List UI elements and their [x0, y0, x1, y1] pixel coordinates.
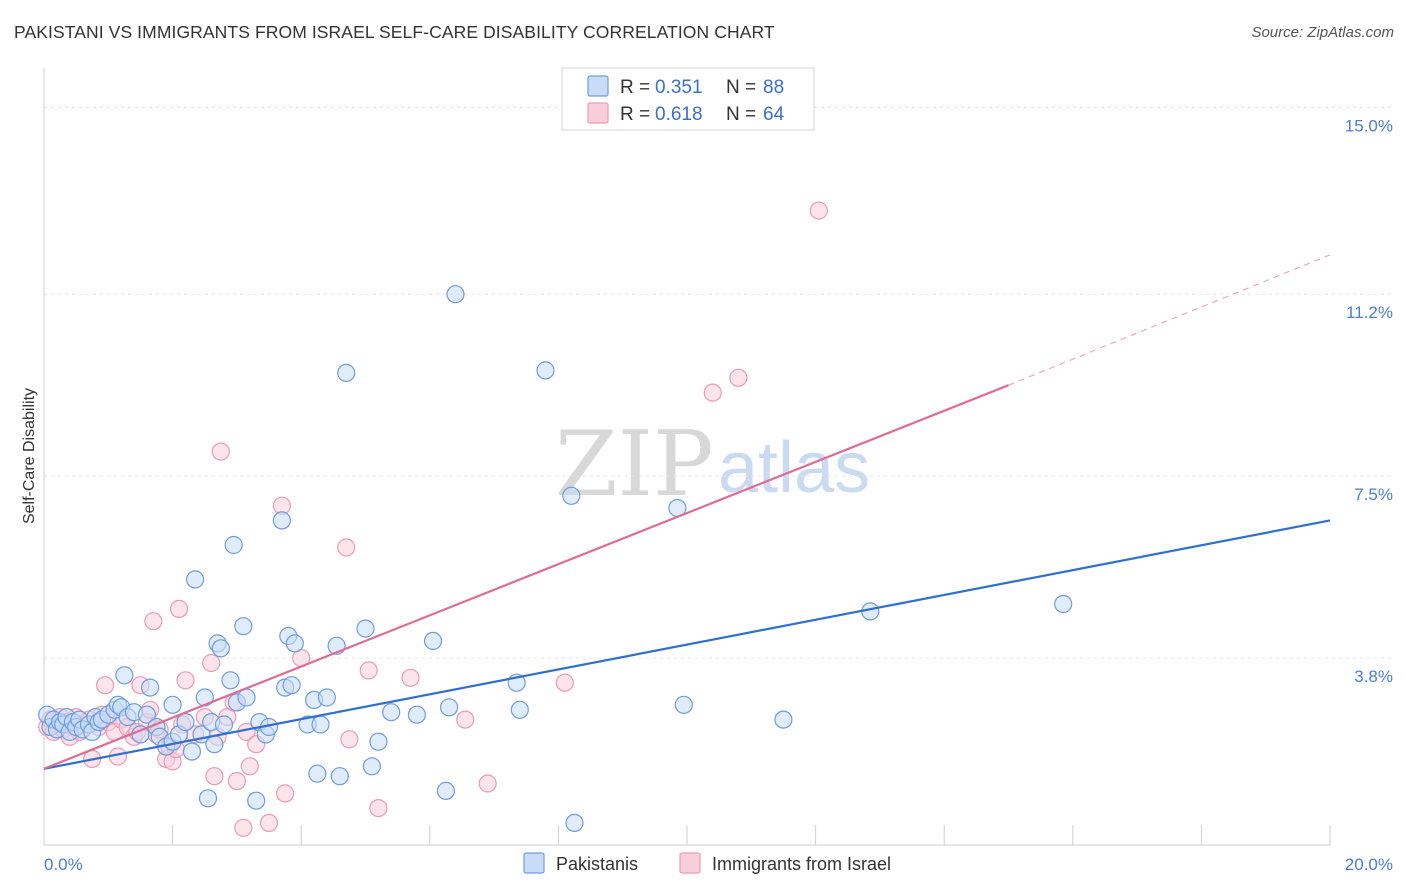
- scatter-point: [198, 789, 218, 808]
- scatter-point: [356, 619, 375, 638]
- series-legend-label-israel: Immigrants from Israel: [712, 854, 891, 874]
- scatter-point: [240, 757, 259, 776]
- scatter-point: [1054, 594, 1073, 614]
- scatter-point: [565, 813, 584, 833]
- scatter-point: [169, 599, 189, 619]
- scatter-point: [456, 710, 475, 729]
- scatter-point: [141, 678, 160, 697]
- y-tick-label: 15.0%: [1345, 116, 1393, 135]
- scatter-point: [337, 363, 356, 382]
- scatter-point: [182, 742, 201, 761]
- series-legend-label-pakistanis: Pakistanis: [556, 854, 638, 874]
- scatter-point: [247, 791, 266, 810]
- legend-n-label-israel: N =: [726, 104, 756, 125]
- scatter-point: [407, 705, 426, 724]
- scatter-point: [369, 798, 388, 818]
- scatter-point: [163, 695, 182, 714]
- scatter-point: [285, 634, 304, 653]
- scatter-point: [330, 767, 349, 786]
- x-axis-ticks: [43, 825, 1331, 845]
- scatter-point: [176, 671, 195, 690]
- y-tick-label: 3.8%: [1354, 667, 1393, 686]
- scatter-point: [674, 695, 693, 714]
- scatter-point: [205, 767, 224, 786]
- scatter-point: [211, 639, 230, 658]
- y-axis-title: Self-Care Disability: [21, 388, 38, 524]
- scatter-point: [362, 757, 381, 776]
- series-legend: Pakistanis Immigrants from Israel: [523, 852, 891, 874]
- watermark-zip: ZIP: [555, 412, 714, 517]
- scatter-point: [308, 764, 327, 783]
- watermark-atlas: atlas: [718, 428, 870, 508]
- trendlines: [43, 254, 1331, 770]
- scatter-point: [340, 730, 359, 749]
- scatter-point: [382, 703, 401, 722]
- trendline-pakistanis: [43, 519, 1331, 770]
- scatter-point: [562, 486, 581, 505]
- scatter-point: [95, 676, 115, 695]
- scatter-point: [317, 688, 336, 707]
- scatter-point: [809, 201, 828, 220]
- scatter-point: [446, 285, 465, 304]
- legend-r-label-israel: R =: [620, 104, 650, 125]
- scatter-point: [359, 661, 378, 680]
- scatter-point: [369, 732, 388, 751]
- scatter-point: [176, 712, 195, 732]
- scatter-point: [234, 818, 253, 837]
- scatter-point: [510, 700, 529, 719]
- scatter-point: [214, 715, 234, 734]
- legend-swatch-israel: [587, 102, 609, 124]
- chart-title: PAKISTANI VS IMMIGRANTS FROM ISRAEL SELF…: [14, 22, 775, 42]
- trendline-israel: [43, 384, 1009, 770]
- scatter-point: [282, 676, 301, 695]
- scatter-point: [211, 442, 230, 461]
- trendline-israel-extension: [1008, 254, 1331, 386]
- gridlines: [44, 106, 1394, 659]
- scatter-point: [276, 784, 295, 803]
- scatter-point: [259, 813, 279, 833]
- scatter-point: [115, 666, 134, 685]
- scatter-point: [272, 511, 291, 530]
- legend-n-label-pakistanis: N =: [726, 77, 756, 98]
- scatter-point: [729, 368, 748, 387]
- pakistanis-points: [38, 285, 1073, 833]
- scatter-point: [440, 698, 459, 717]
- scatter-point: [224, 535, 243, 555]
- series-legend-swatch-pakistanis: [523, 852, 545, 874]
- scatter-point: [221, 671, 240, 690]
- scatter-point: [144, 612, 163, 631]
- scatter-point: [555, 673, 574, 692]
- scatter-point: [401, 668, 420, 687]
- scatter-point: [311, 715, 330, 734]
- scatter-point: [436, 781, 455, 801]
- legend-n-value-pakistanis: 88: [763, 77, 784, 98]
- x-tick-label-min: 0.0%: [44, 855, 83, 874]
- scatter-point: [703, 383, 722, 402]
- legend-swatch-pakistanis: [587, 75, 609, 97]
- watermark: ZIP atlas: [555, 412, 870, 517]
- y-tick-label: 11.2%: [1346, 303, 1393, 322]
- scatter-point: [478, 774, 497, 793]
- correlation-legend: R = 0.351 N = 88 R = 0.618 N = 64: [561, 67, 815, 131]
- scatter-point: [202, 653, 221, 673]
- scatter-point: [774, 710, 793, 729]
- source-label: Source: ZipAtlas.com: [1251, 24, 1394, 41]
- legend-r-value-israel: 0.618: [655, 104, 703, 125]
- scatter-point: [227, 771, 246, 791]
- scatter-point: [205, 735, 224, 754]
- x-tick-label-max: 20.0%: [1345, 855, 1393, 874]
- scatter-point: [137, 705, 156, 724]
- y-axis-tick-labels: 3.8% 7.5% 11.2% 15.0%: [1345, 116, 1393, 686]
- scatter-point: [423, 631, 443, 651]
- scatter-point: [186, 570, 205, 589]
- scatter-point: [337, 538, 356, 557]
- series-legend-swatch-israel: [679, 852, 701, 874]
- legend-r-value-pakistanis: 0.351: [655, 77, 703, 98]
- y-tick-label: 7.5%: [1354, 485, 1393, 504]
- scatter-point: [536, 361, 555, 380]
- scatter-point: [234, 617, 253, 636]
- legend-r-label-pakistanis: R =: [620, 77, 650, 98]
- legend-n-value-israel: 64: [763, 104, 785, 125]
